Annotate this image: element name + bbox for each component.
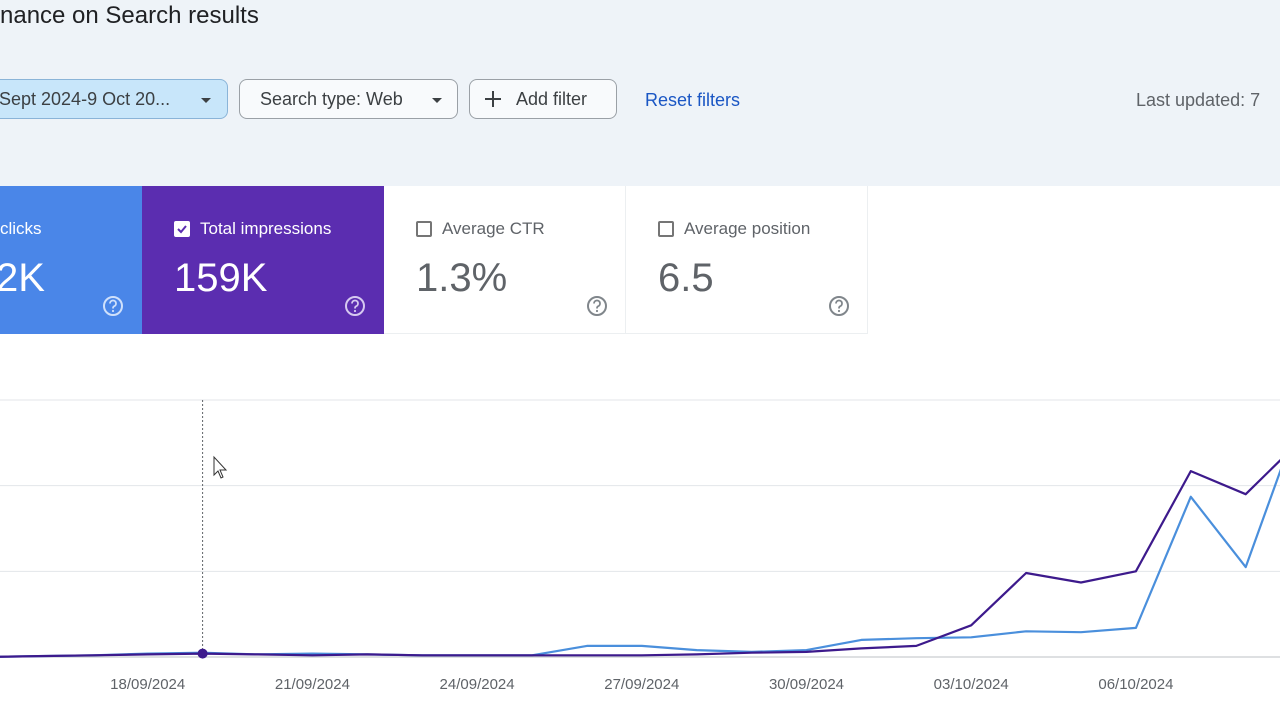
x-tick-label: 03/10/2024 bbox=[934, 676, 1009, 693]
dropdown-caret bbox=[201, 98, 211, 103]
check-mark bbox=[177, 225, 187, 234]
help-icon[interactable] bbox=[828, 295, 850, 317]
add-filter-button[interactable]: Add filter bbox=[469, 79, 617, 119]
x-tick-label: 21/09/2024 bbox=[275, 676, 350, 693]
checkbox-checked[interactable] bbox=[174, 221, 190, 237]
plus-icon bbox=[485, 91, 501, 107]
add-filter-label: Add filter bbox=[516, 88, 588, 109]
series-line bbox=[0, 458, 1280, 658]
mouse-cursor bbox=[213, 455, 228, 479]
help-icon[interactable] bbox=[586, 295, 608, 317]
help-icon[interactable] bbox=[344, 295, 366, 317]
metric-value: 6.5 bbox=[658, 256, 714, 300]
metric-tile[interactable]: Total impressions 159K bbox=[142, 186, 384, 334]
metric-value: 1.3% bbox=[416, 256, 508, 300]
metric-tile[interactable]: Average position 6.5 bbox=[626, 186, 868, 334]
x-tick-label: 27/09/2024 bbox=[604, 676, 679, 693]
metric-tile[interactable]: clicks 2K bbox=[0, 186, 142, 334]
header-band: nance on Search results Sept 2024-9 Oct … bbox=[0, 0, 1280, 186]
checkbox[interactable] bbox=[416, 221, 432, 237]
search-type-filter[interactable]: Search type: Web bbox=[239, 79, 458, 119]
metric-label: clicks bbox=[0, 219, 42, 238]
series-line bbox=[0, 468, 1280, 658]
x-tick-label: 06/10/2024 bbox=[1098, 676, 1173, 693]
date-filter-label: Sept 2024-9 Oct 20... bbox=[0, 88, 171, 109]
metric-label: Average position bbox=[684, 219, 811, 238]
metric-label: Average CTR bbox=[442, 219, 545, 238]
performance-chart: 02418/09/202421/09/202424/09/202427/09/2… bbox=[0, 399, 1280, 693]
date-filter[interactable]: Sept 2024-9 Oct 20... bbox=[0, 79, 228, 119]
last-updated: Last updated: 7 bbox=[1136, 90, 1261, 110]
help-icon[interactable] bbox=[102, 295, 124, 317]
metric-value: 2K bbox=[0, 256, 45, 300]
metric-tile[interactable]: Average CTR 1.3% bbox=[384, 186, 626, 334]
x-tick-label: 24/09/2024 bbox=[440, 676, 515, 693]
reset-filters-link[interactable]: Reset filters bbox=[645, 90, 741, 110]
hover-point bbox=[197, 648, 208, 659]
checkbox[interactable] bbox=[658, 221, 674, 237]
x-tick-label: 30/09/2024 bbox=[769, 676, 844, 693]
page-title: nance on Search results bbox=[0, 2, 259, 29]
metric-value: 159K bbox=[174, 256, 268, 300]
x-tick-label: 18/09/2024 bbox=[110, 676, 185, 693]
metric-label: Total impressions bbox=[200, 219, 332, 238]
search-type-label: Search type: Web bbox=[260, 88, 403, 109]
dropdown-caret bbox=[432, 98, 442, 103]
